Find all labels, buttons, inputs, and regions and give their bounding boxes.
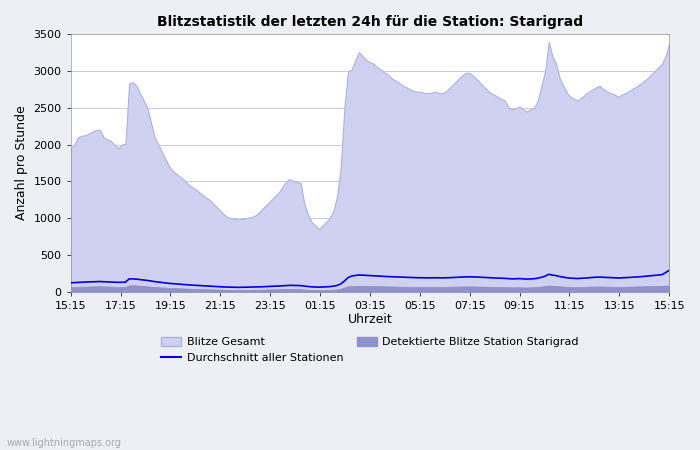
Text: www.lightningmaps.org: www.lightningmaps.org (7, 438, 122, 448)
X-axis label: Uhrzeit: Uhrzeit (348, 313, 392, 326)
Y-axis label: Anzahl pro Stunde: Anzahl pro Stunde (15, 106, 28, 220)
Title: Blitzstatistik der letzten 24h für die Station: Starigrad: Blitzstatistik der letzten 24h für die S… (157, 15, 583, 29)
Legend: Blitze Gesamt, Durchschnitt aller Stationen, Detektierte Blitze Station Starigra: Blitze Gesamt, Durchschnitt aller Statio… (161, 337, 579, 363)
